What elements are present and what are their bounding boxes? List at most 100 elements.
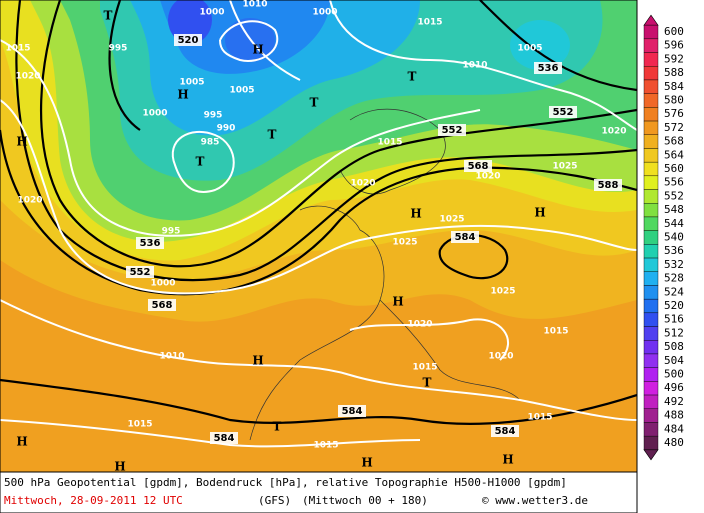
pressure-center: T (408, 70, 417, 84)
legend-label: 504 (664, 354, 684, 367)
legend-label: 564 (664, 148, 684, 161)
legend-label: 536 (664, 244, 684, 257)
legend-label: 588 (664, 66, 684, 79)
legend-swatch (643, 326, 659, 341)
contour-label: 536 (538, 63, 559, 74)
legend-label: 500 (664, 368, 684, 381)
legend-swatch (643, 93, 659, 108)
legend-label: 568 (664, 135, 684, 148)
legend-label: 572 (664, 121, 684, 134)
contour-label: 1010 (242, 0, 267, 10)
label-backdrop (534, 62, 562, 74)
footer-run: (Mittwoch 00 + 180) (302, 494, 428, 507)
pressure-center: H (502, 453, 513, 467)
pressure-center: T (423, 376, 432, 390)
legend-label: 544 (664, 217, 684, 230)
legend-label: 584 (664, 80, 684, 93)
contour-label: 1015 (412, 363, 437, 373)
contour-label: 1015 (313, 441, 338, 451)
legend-label: 548 (664, 203, 684, 216)
legend-label: 532 (664, 258, 684, 271)
legend-label: 512 (664, 326, 684, 339)
contour-label: 1000 (150, 279, 175, 289)
contour-label: 1000 (142, 109, 167, 119)
contour-label: 1015 (527, 413, 552, 423)
legend-swatch (643, 66, 659, 81)
label-backdrop (174, 34, 202, 46)
pressure-center: H (114, 460, 125, 474)
legend-label: 508 (664, 340, 684, 353)
label-backdrop (338, 405, 366, 417)
legend-swatch (643, 134, 659, 149)
legend-swatch (643, 353, 659, 368)
legend-swatch (643, 285, 659, 300)
contour-label: 1025 (439, 215, 464, 225)
pressure-center: H (16, 435, 27, 449)
footer-credit: © www.wetter3.de (482, 494, 588, 507)
contour-label: 584 (495, 426, 516, 437)
contour-label: 552 (442, 125, 463, 136)
legend-swatch (643, 148, 659, 163)
contour-label: 1005 (229, 86, 254, 96)
legend-swatch (643, 408, 659, 423)
legend-swatch (643, 340, 659, 355)
legend-swatch (643, 298, 659, 314)
legend-swatch (643, 230, 659, 245)
contour-label: 552 (130, 267, 151, 278)
legend-label: 556 (664, 176, 684, 189)
label-backdrop (438, 124, 466, 136)
legend-swatch (643, 312, 659, 327)
contour-label: 1020 (17, 196, 42, 206)
contour-label: 584 (214, 433, 235, 444)
legend-arrow-bottom (643, 449, 659, 461)
contour-label: 1020 (488, 352, 513, 362)
contour-label: 1020 (601, 127, 626, 137)
legend-swatch (643, 203, 659, 218)
footer-valid-time: Mittwoch, 28-09-2011 12 UTC (4, 494, 183, 507)
pressure-center: H (534, 206, 545, 220)
contour-label: 584 (455, 232, 476, 243)
legend-label: 492 (664, 395, 684, 408)
contour-label: 1010 (462, 61, 487, 71)
legend-swatch (643, 107, 659, 122)
pressure-center: T (104, 9, 113, 23)
footer-model: (GFS) (258, 494, 291, 507)
pressure-center: H (16, 135, 27, 149)
legend-swatch (643, 367, 659, 382)
legend-swatch (643, 24, 659, 40)
pressure-center: T (273, 420, 282, 434)
contour-label: 568 (152, 300, 173, 311)
contour-label: 1000 (312, 8, 337, 18)
legend-swatch (643, 79, 659, 94)
contour-label: 1025 (552, 162, 577, 172)
legend-swatch (643, 161, 659, 177)
legend-label: 560 (664, 162, 684, 175)
legend-label: 592 (664, 52, 684, 65)
legend-label: 576 (664, 107, 684, 120)
contour-label: 995 (204, 111, 223, 121)
contour-label: 1000 (199, 8, 224, 18)
footer-box (0, 471, 638, 513)
contour-label: 1020 (475, 172, 500, 182)
contour-label: 995 (109, 44, 128, 54)
contour-label: 520 (178, 35, 199, 46)
legend-swatch (643, 216, 659, 231)
contour-label: 985 (201, 138, 220, 148)
contour-label: 1015 (127, 420, 152, 430)
pressure-center: H (177, 88, 188, 102)
contour-label: 1025 (490, 287, 515, 297)
contour-label: 1020 (15, 72, 40, 82)
contour-label: 584 (342, 406, 363, 417)
pressure-center: H (252, 43, 263, 57)
label-backdrop (210, 432, 238, 444)
legend-label: 484 (664, 422, 684, 435)
contour-label: 1015 (417, 18, 442, 28)
pressure-center: T (196, 155, 205, 169)
label-backdrop (451, 231, 479, 243)
legend-label: 480 (664, 436, 684, 449)
contour-label: 995 (162, 227, 181, 237)
contour-label: 1005 (179, 78, 204, 88)
legend-swatch (643, 257, 659, 272)
contour-label: 552 (553, 107, 574, 118)
